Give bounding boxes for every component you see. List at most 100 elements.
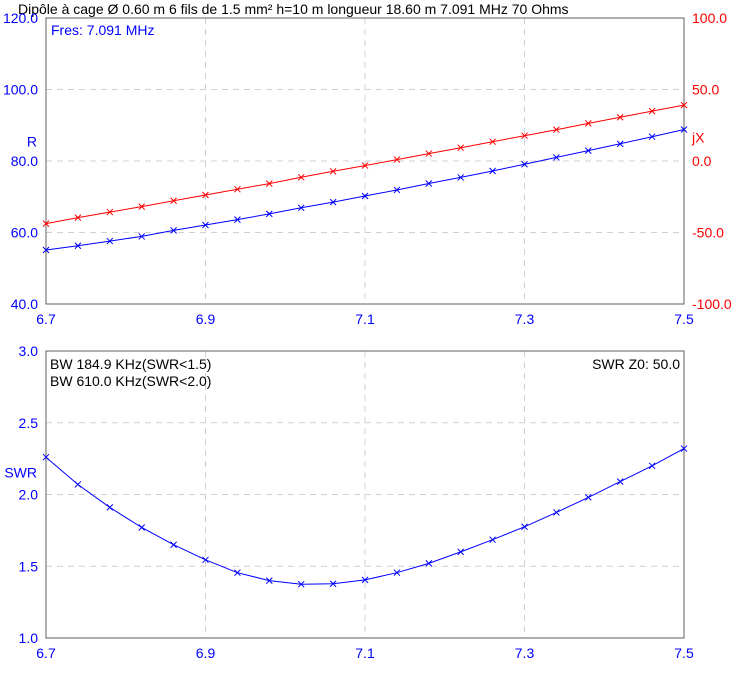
data-point-jx [393,156,401,163]
x-tick-label: 7.5 [674,311,694,327]
data-point-swr [202,556,209,564]
series-swr [42,445,688,588]
data-point-jx [648,107,656,115]
data-point-swr [297,580,305,588]
y-right-tick-label: -50.0 [692,225,724,241]
data-point-swr [680,445,688,452]
y-left-tick-label: 120.0 [3,10,38,26]
data-point-jx [265,180,273,187]
data-point-swr [457,548,465,556]
data-point-jx [138,203,146,210]
data-point-jx [680,101,688,109]
data-point-jx [74,214,82,221]
data-point-r [584,147,592,154]
y-left-tick-label: 1.0 [19,630,39,646]
data-point-jx [553,126,560,134]
data-point-swr [265,577,273,584]
data-point-swr [584,494,592,501]
x-tick-label: 7.3 [515,311,535,327]
data-point-r [521,160,528,168]
data-point-jx [361,162,369,169]
data-point-jx [616,113,624,121]
y-left-tick-label: 80.0 [11,153,38,169]
data-point-jx [170,197,177,205]
data-point-r [170,227,177,234]
y-left-tick-label: 1.5 [19,558,39,574]
data-point-r [138,233,146,240]
data-point-swr [74,481,82,488]
data-point-swr [106,504,114,511]
y-right-axis-label: jX [691,129,705,145]
data-point-swr [42,453,50,461]
series-r [42,126,688,254]
data-point-r [489,167,496,175]
data-point-r [234,216,241,223]
data-point-swr [616,478,624,485]
data-point-swr [234,569,241,577]
data-point-r [74,242,82,250]
data-point-swr [521,523,528,531]
bw-annotation-1: BW 184.9 KHz(SWR<1.5) [50,356,211,372]
data-point-swr [648,462,656,470]
x-tick-label: 7.1 [355,311,375,327]
data-point-swr [393,569,401,577]
y-left-tick-label: 100.0 [3,82,38,98]
data-point-r [361,192,369,200]
data-point-jx [106,208,114,216]
data-point-jx [521,132,528,140]
data-point-swr [138,524,146,531]
y-left-tick-label: 2.0 [19,487,39,503]
resonance-annotation: Fres: 7.091 MHz [51,22,154,38]
data-point-r [616,140,624,148]
plot-1 [42,17,688,305]
x-tick-label: 6.7 [36,311,56,327]
x-tick-label: 7.3 [515,645,535,661]
x-tick-label: 6.7 [36,645,56,661]
y-right-tick-label: 100.0 [692,10,727,26]
data-point-jx [425,150,433,157]
data-point-jx [234,185,241,193]
data-point-swr [553,509,560,516]
series-jx [42,101,688,227]
data-point-r [648,133,656,141]
y-left-tick-label: 3.0 [19,343,39,359]
data-point-r [265,210,273,218]
x-tick-label: 6.9 [196,645,216,661]
y-left-axis-label: SWR [4,464,37,480]
data-point-r [297,204,305,212]
data-point-r [425,180,433,187]
data-point-swr [489,536,496,544]
x-tick-label: 7.1 [355,645,375,661]
plot-frame [45,350,685,639]
data-point-r [202,221,209,229]
swr-z0-annotation: SWR Z0: 50.0 [592,356,680,372]
data-point-swr [329,580,337,588]
y-right-tick-label: 0.0 [692,153,712,169]
data-point-r [106,237,114,245]
data-point-jx [42,220,50,227]
y-right-tick-label: -100.0 [692,296,732,312]
bw-annotation-2: BW 610.0 KHz(SWR<2.0) [50,373,211,389]
x-tick-label: 7.5 [674,645,694,661]
data-point-r [457,174,465,181]
data-point-r [680,126,688,133]
y-left-tick-label: 40.0 [11,296,38,312]
data-point-jx [297,173,305,181]
y-left-axis-label: R [27,134,37,150]
data-point-r [393,186,401,194]
data-point-jx [489,138,496,146]
y-left-tick-label: 2.5 [19,415,39,431]
data-point-swr [361,576,369,584]
data-point-jx [457,144,465,152]
data-point-jx [329,167,337,175]
plot-2 [42,350,688,639]
y-right-tick-label: 50.0 [692,82,719,98]
plot-frame [45,17,685,305]
data-point-jx [202,191,209,199]
y-left-tick-label: 60.0 [11,225,38,241]
data-point-r [329,198,337,206]
data-point-jx [584,120,592,127]
data-point-swr [170,541,177,549]
